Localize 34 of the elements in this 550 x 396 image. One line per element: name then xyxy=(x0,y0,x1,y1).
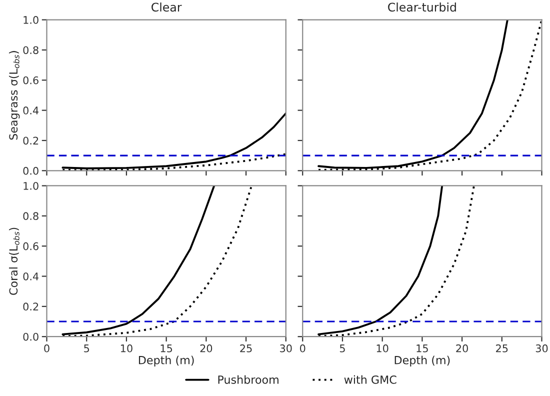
y-axis-title: Coral σ(L$_{obs}$) xyxy=(9,228,20,295)
y-tick-label: 0.8 xyxy=(23,46,38,54)
y-tick-label: 0.6 xyxy=(23,242,38,250)
x-tick-label: 5 xyxy=(84,344,90,352)
legend-label: with GMC xyxy=(344,375,396,384)
x-tick-label: 15 xyxy=(160,344,172,352)
x-tick-label: 30 xyxy=(536,344,548,352)
x-tick-label: 10 xyxy=(120,344,132,352)
y-axis-title: Seagrass σ(L$_{obs}$) xyxy=(8,51,20,140)
y-tick-label: 0.8 xyxy=(23,212,38,220)
x-tick-label: 25 xyxy=(240,344,252,352)
x-tick-label: 15 xyxy=(416,344,428,352)
y-tick-label: 0.4 xyxy=(23,106,39,114)
x-tick-label: 0 xyxy=(44,344,50,352)
y-tick-label: 0.2 xyxy=(23,302,38,311)
x-tick-label: 20 xyxy=(200,344,212,352)
y-tick-label: 0.4 xyxy=(23,272,39,280)
y-tick-label: 1.0 xyxy=(24,182,38,190)
y-tick-label: 0.6 xyxy=(23,76,38,84)
x-tick-label: 30 xyxy=(280,344,292,352)
legend-label: Pushbroom xyxy=(218,375,278,384)
chart-title: Clear xyxy=(152,2,182,12)
x-tick-label: 5 xyxy=(340,344,345,352)
y-tick-label: 0.0 xyxy=(23,166,38,175)
x-tick-label: 10 xyxy=(376,344,388,352)
x-tick-label: 0 xyxy=(300,344,306,352)
x-axis-title: Depth (m) xyxy=(138,356,194,366)
y-tick-label: 0.0 xyxy=(23,332,38,341)
x-axis-title: Depth (m) xyxy=(394,356,450,366)
y-tick-label: 1.0 xyxy=(24,16,38,24)
x-tick-label: 20 xyxy=(456,344,468,352)
x-tick-label: 25 xyxy=(496,344,508,352)
chart-title: Clear-turbid xyxy=(388,2,456,12)
y-tick-label: 0.2 xyxy=(23,136,38,145)
